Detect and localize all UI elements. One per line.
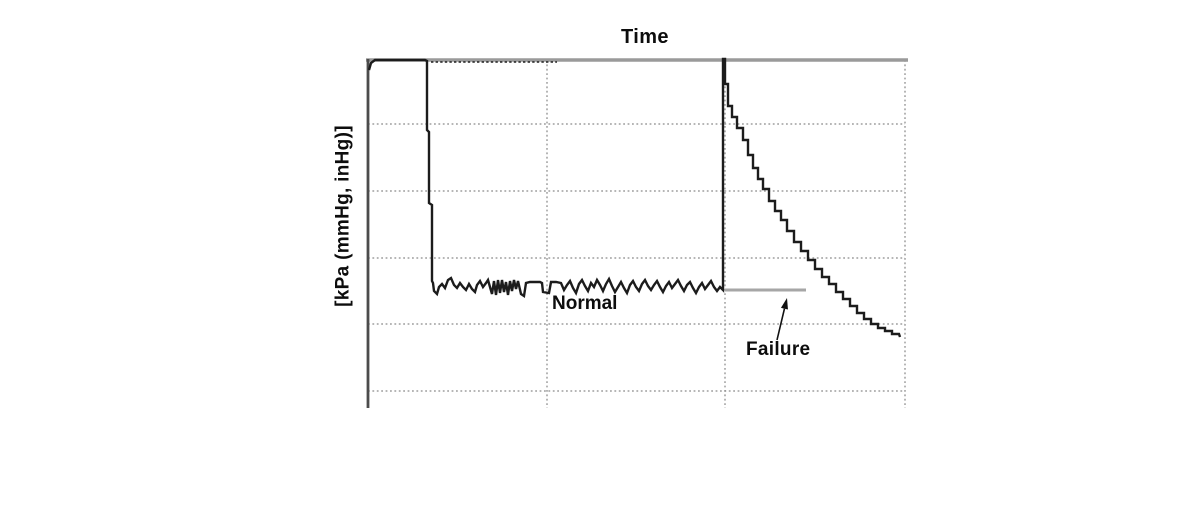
annotation-normal: Normal xyxy=(552,293,618,314)
y-axis-label: [kPa (mmHg, inHg)] xyxy=(332,125,354,307)
x-axis-title: Time xyxy=(621,26,669,48)
annotation-failure: Failure xyxy=(746,339,811,360)
